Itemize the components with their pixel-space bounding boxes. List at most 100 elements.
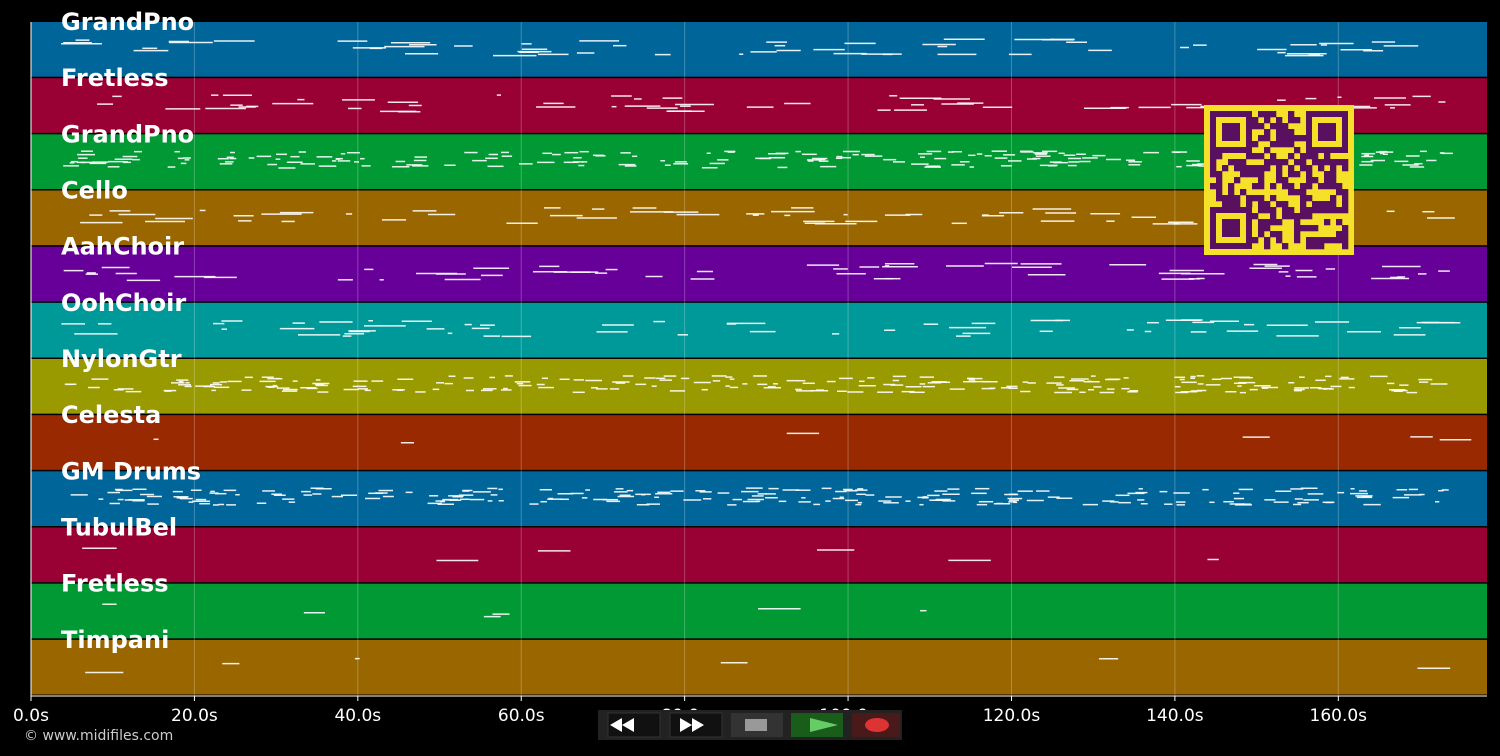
qr-module: [1300, 213, 1307, 220]
qr-module: [1282, 243, 1289, 250]
qr-module: [1318, 243, 1325, 250]
qr-module: [1270, 111, 1277, 118]
qr-module: [1342, 165, 1349, 172]
qr-code: [1204, 105, 1354, 255]
track-label: OohChoir: [61, 289, 186, 317]
qr-module: [1294, 225, 1301, 232]
qr-module: [1252, 117, 1259, 124]
qr-module: [1264, 135, 1271, 142]
qr-module: [1258, 153, 1265, 160]
qr-module: [1294, 213, 1301, 220]
qr-module: [1300, 201, 1307, 208]
track-lane: [31, 302, 1487, 358]
qr-module: [1216, 189, 1223, 196]
footer: © www.midifiles.com: [24, 728, 173, 744]
qr-module: [1312, 237, 1319, 244]
qr-module: [1282, 135, 1289, 142]
qr-module: [1276, 177, 1283, 184]
qr-module: [1258, 123, 1265, 130]
track-label: Timpani: [61, 626, 169, 654]
qr-module: [1210, 153, 1217, 160]
qr-module: [1264, 111, 1271, 118]
qr-module: [1276, 135, 1283, 142]
qr-module: [1336, 237, 1343, 244]
qr-module: [1288, 165, 1295, 172]
x-tick-label: 120.0s: [983, 706, 1041, 726]
qr-module: [1312, 177, 1319, 184]
qr-module: [1288, 171, 1295, 178]
qr-module: [1294, 159, 1301, 166]
track-lane: [31, 471, 1487, 526]
qr-module: [1258, 219, 1265, 226]
qr-module: [1312, 225, 1319, 232]
qr-module: [1228, 183, 1235, 190]
qr-module: [1300, 153, 1307, 160]
qr-module: [1276, 129, 1283, 136]
qr-module: [1288, 213, 1295, 220]
qr-module: [1228, 159, 1235, 166]
qr-module: [1258, 195, 1265, 202]
qr-module: [1312, 153, 1319, 160]
qr-module: [1222, 165, 1229, 172]
qr-module: [1258, 207, 1265, 214]
qr-module: [1264, 219, 1271, 226]
qr-module: [1264, 165, 1271, 172]
qr-finder: [1222, 123, 1240, 141]
qr-module: [1216, 183, 1223, 190]
qr-module: [1306, 195, 1313, 202]
qr-module: [1324, 207, 1331, 214]
qr-module: [1294, 147, 1301, 154]
qr-module: [1276, 201, 1283, 208]
track-label: Fretless: [61, 64, 169, 92]
qr-module: [1294, 237, 1301, 244]
track-lane: [31, 527, 1487, 583]
qr-module: [1240, 189, 1247, 196]
qr-module: [1216, 171, 1223, 178]
qr-module: [1306, 213, 1313, 220]
qr-module: [1246, 201, 1253, 208]
qr-module: [1276, 165, 1283, 172]
qr-module: [1216, 153, 1223, 160]
track-label: Cello: [61, 177, 128, 205]
qr-module: [1264, 225, 1271, 232]
qr-module: [1240, 159, 1247, 166]
qr-module: [1264, 237, 1271, 244]
qr-module: [1330, 165, 1337, 172]
qr-module: [1246, 195, 1253, 202]
track-label: AahChoir: [61, 233, 184, 261]
qr-module: [1252, 141, 1259, 148]
qr-module: [1252, 183, 1259, 190]
x-tick-label: 140.0s: [1146, 706, 1204, 726]
qr-module: [1294, 189, 1301, 196]
qr-module: [1342, 207, 1349, 214]
qr-module: [1324, 183, 1331, 190]
qr-module: [1342, 201, 1349, 208]
stop-button[interactable]: [731, 713, 783, 737]
fast-forward-button[interactable]: [669, 712, 723, 738]
qr-module: [1210, 165, 1217, 172]
qr-module: [1276, 231, 1283, 238]
qr-module: [1342, 189, 1349, 196]
qr-module: [1324, 171, 1331, 178]
qr-module: [1282, 201, 1289, 208]
qr-module: [1336, 189, 1343, 196]
qr-module: [1270, 231, 1277, 238]
qr-module: [1276, 117, 1283, 124]
qr-module: [1324, 237, 1331, 244]
qr-module: [1294, 219, 1301, 226]
qr-module: [1336, 183, 1343, 190]
play-button[interactable]: [791, 713, 843, 737]
qr-module: [1270, 183, 1277, 190]
track-labels: GrandPno Fretless GrandPno Cello AahChoir Ooh…: [61, 8, 201, 654]
qr-module: [1300, 183, 1307, 190]
qr-module: [1306, 177, 1313, 184]
qr-module: [1306, 237, 1313, 244]
rewind-button[interactable]: [607, 712, 661, 738]
qr-module: [1312, 201, 1319, 208]
qr-module: [1252, 171, 1259, 178]
record-button[interactable]: [852, 713, 900, 737]
qr-module: [1282, 159, 1289, 166]
qr-module: [1300, 195, 1307, 202]
qr-module: [1318, 237, 1325, 244]
qr-module: [1300, 189, 1307, 196]
